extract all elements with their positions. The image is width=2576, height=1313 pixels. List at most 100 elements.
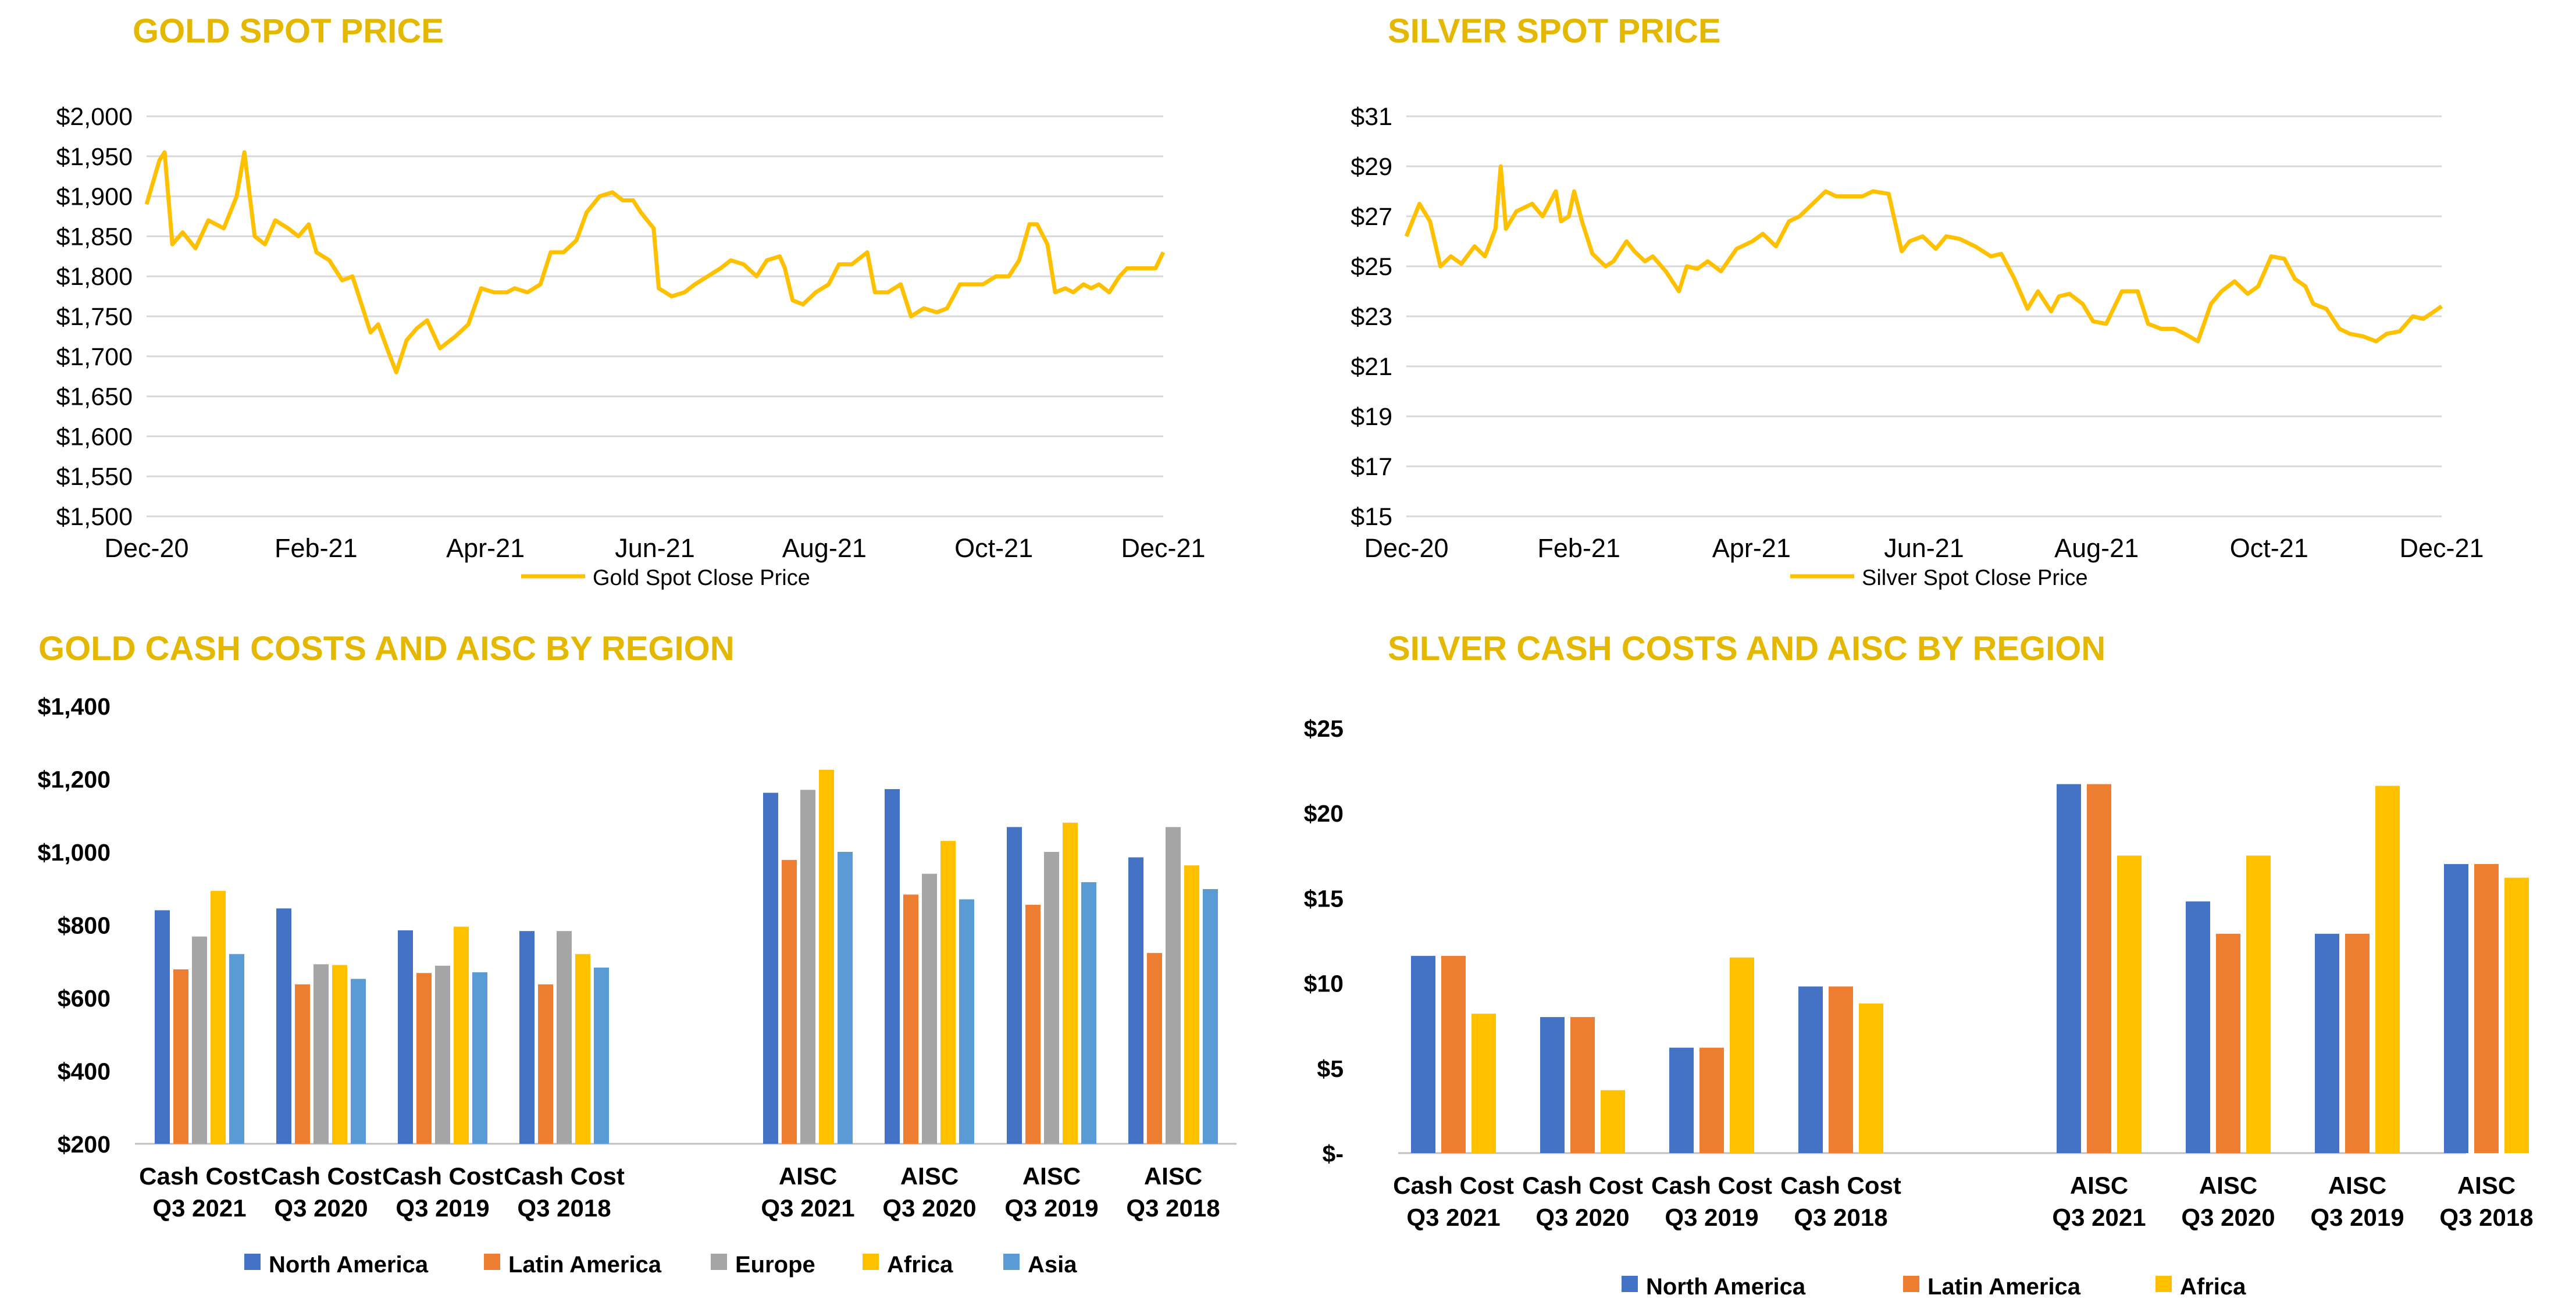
x-tick-label: Oct-21: [954, 533, 1033, 563]
bar: [1025, 904, 1041, 1144]
category-label: Cash Cost: [139, 1162, 260, 1190]
silver-costs-chart: $25 $20 $15 $10 $5 $- Cash Cost Q3 2021 Cash Cos…: [1304, 715, 2534, 1300]
bar: [922, 873, 937, 1144]
x-tick-label: Apr-21: [1712, 533, 1791, 563]
bar: [557, 931, 572, 1144]
category-label: Q3 2021: [761, 1194, 854, 1222]
bar: [2504, 877, 2529, 1153]
bar: [903, 894, 918, 1144]
y-tick-label: $1,900: [56, 183, 133, 211]
legend-swatch: [1622, 1276, 1638, 1292]
category-label: AISC: [1022, 1162, 1081, 1190]
category-label: Cash Cost: [1522, 1172, 1643, 1199]
category-label: Q3 2020: [882, 1194, 976, 1222]
legend-label: Silver Spot Close Price: [1862, 566, 2088, 590]
y-tick-label: $15: [1351, 503, 1392, 531]
bar: [398, 930, 413, 1144]
bar: [416, 973, 432, 1144]
bar: [229, 954, 244, 1144]
category-label: Q3 2019: [396, 1194, 489, 1222]
x-tick-label: Dec-20: [1364, 533, 1448, 563]
bar: [1147, 952, 1162, 1144]
y-tick-label: $31: [1351, 103, 1392, 131]
x-tick-label: Dec-20: [104, 533, 188, 563]
bar: [1081, 882, 1096, 1144]
bar: [1044, 852, 1059, 1144]
bar: [2345, 933, 2370, 1153]
category-label: Q3 2021: [1406, 1204, 1500, 1231]
gold-spot-title: GOLD SPOT PRICE: [133, 12, 444, 50]
price-line: [1404, 164, 2443, 344]
legend-label: Latin America: [508, 1252, 662, 1278]
bar: [800, 790, 815, 1144]
bar: [1411, 955, 1435, 1153]
y-tick-label: $21: [1351, 353, 1392, 381]
y-tick-label: $10: [1304, 971, 1344, 997]
legend-label: Europe: [735, 1252, 815, 1278]
bar: [959, 899, 974, 1144]
legend-swatch: [244, 1254, 261, 1270]
bar: [435, 965, 450, 1144]
category-label: Q3 2018: [1126, 1194, 1220, 1222]
category-label: Cash Cost: [504, 1162, 625, 1190]
legend-swatch: [1003, 1254, 1020, 1270]
x-tick-label: Aug-21: [2054, 533, 2139, 563]
y-tick-label: $-: [1323, 1140, 1344, 1167]
bar: [1203, 889, 1218, 1144]
bar: [1184, 865, 1199, 1144]
silver-costs-title: SILVER CASH COSTS AND AISC BY REGION: [1388, 630, 2106, 668]
bar: [2315, 933, 2339, 1153]
bar: [472, 972, 487, 1144]
category-label: AISC: [900, 1162, 959, 1190]
bar: [763, 793, 778, 1144]
bar: [211, 891, 226, 1144]
bar: [276, 908, 291, 1144]
bar: [2057, 784, 2081, 1153]
y-tick-label: $20: [1304, 800, 1344, 827]
bar: [594, 967, 609, 1144]
bar: [192, 936, 207, 1144]
legend-label: Gold Spot Close Price: [593, 566, 810, 590]
y-tick-label: $27: [1351, 203, 1392, 231]
legend-swatch: [484, 1254, 500, 1270]
bar: [2444, 864, 2468, 1153]
bar: [819, 769, 834, 1144]
category-label: Q3 2018: [1794, 1204, 1887, 1231]
category-label: AISC: [2070, 1172, 2128, 1199]
y-tick-label: $400: [58, 1058, 111, 1085]
y-tick-label: $25: [1351, 253, 1392, 281]
bar: [1472, 1014, 1496, 1153]
y-tick-label: $29: [1351, 153, 1392, 181]
bar: [1007, 827, 1022, 1144]
price-line: [144, 150, 1166, 374]
category-label: Q3 2020: [1535, 1204, 1629, 1231]
y-tick-label: $1,200: [38, 766, 111, 793]
bar: [1730, 957, 1754, 1153]
bar: [940, 841, 956, 1144]
legend-swatch: [2155, 1276, 2172, 1292]
bar: [295, 984, 310, 1144]
y-tick-label: $19: [1351, 403, 1392, 431]
category-label: Q3 2018: [2439, 1204, 2533, 1231]
bar: [838, 852, 853, 1144]
bar: [155, 910, 170, 1144]
legend-swatch: [863, 1254, 879, 1270]
category-label: AISC: [1144, 1162, 1202, 1190]
legend-label: Asia: [1028, 1252, 1077, 1278]
legend-label: Africa: [887, 1252, 953, 1278]
category-label: Cash Cost: [261, 1162, 382, 1190]
bar: [1128, 857, 1143, 1144]
bar: [885, 789, 900, 1144]
bar: [1859, 1003, 1883, 1153]
category-label: Q3 2019: [1665, 1204, 1758, 1231]
y-tick-label: $1,950: [56, 143, 133, 171]
bar: [173, 969, 188, 1144]
y-tick-label: $1,550: [56, 463, 133, 491]
y-tick-label: $1,000: [38, 839, 111, 866]
bar: [575, 954, 590, 1144]
bar: [313, 964, 329, 1144]
bar: [2087, 784, 2111, 1153]
category-label: AISC: [779, 1162, 837, 1190]
